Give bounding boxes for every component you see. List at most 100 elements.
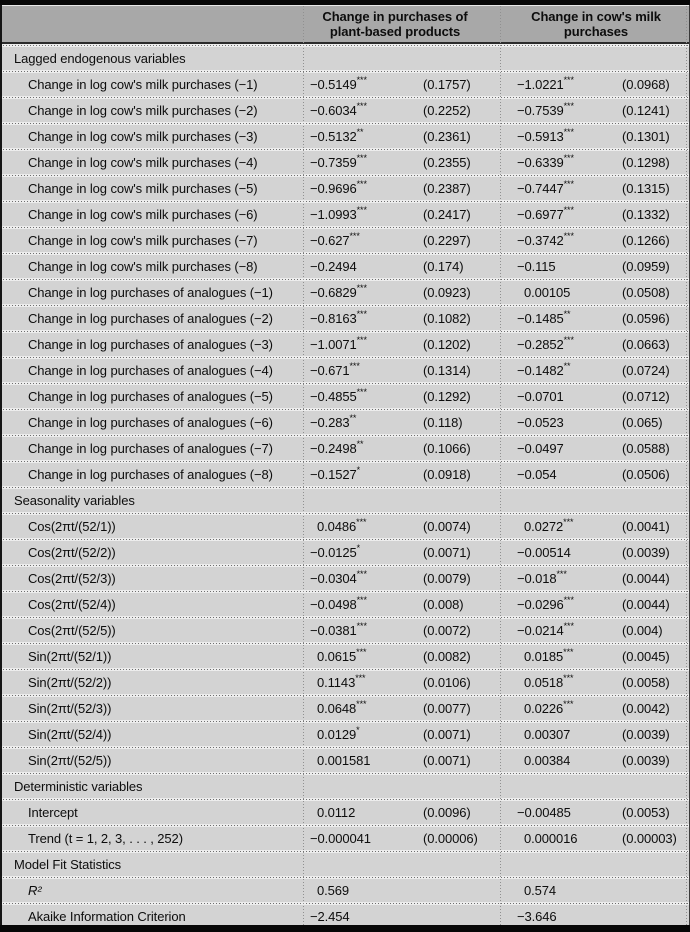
stderr-cows-milk: (0.1301) xyxy=(622,129,670,144)
coefficient-cows-milk: −0.00514 xyxy=(517,545,571,560)
stderr-plant-based: (0.0071) xyxy=(423,727,471,742)
stderr-cows-milk: (0.0959) xyxy=(622,259,670,274)
significance-stars: ** xyxy=(356,438,364,449)
coefficient-cows-milk: 0.00105 xyxy=(524,285,571,300)
coefficient-cows-milk: −0.0214*** xyxy=(517,620,574,638)
table-row: Change in log cow's milk purchases (−2) −… xyxy=(0,99,690,122)
significance-stars: *** xyxy=(356,74,367,85)
stderr-cows-milk: (0.004) xyxy=(622,623,663,638)
header-divider-rule xyxy=(0,42,690,44)
stderr-plant-based: (0.118) xyxy=(423,415,463,430)
row-label: R² xyxy=(28,883,42,898)
table-row: Change in log purchases of analogues (−7… xyxy=(0,437,690,460)
stderr-cows-milk: (0.00003) xyxy=(622,831,677,846)
row-label: Change in log cow's milk purchases (−3) xyxy=(28,129,258,144)
table-row: Change in log purchases of analogues (−1… xyxy=(0,281,690,304)
stderr-plant-based: (0.00006) xyxy=(423,831,478,846)
stderr-cows-milk: (0.0058) xyxy=(622,675,670,690)
coefficient-plant-based: −0.4855*** xyxy=(310,386,367,404)
coefficient-cows-milk: −0.0497 xyxy=(517,441,564,456)
coefficient-plant-based: 0.0486*** xyxy=(317,516,367,534)
coefficient-cows-milk: −0.1485** xyxy=(517,308,571,326)
row-label: Intercept xyxy=(28,805,78,820)
row-label: Change in log purchases of analogues (−8… xyxy=(28,467,273,482)
significance-stars: *** xyxy=(563,230,574,241)
table-row: Sin(2πt/(52/1)) 0.0615*** (0.0082) 0.0185**… xyxy=(0,645,690,668)
coefficient-plant-based: −0.2494 xyxy=(310,259,357,274)
stderr-cows-milk: (0.0044) xyxy=(622,571,670,586)
coefficient-plant-based: −0.5149*** xyxy=(310,74,367,92)
row-separator xyxy=(0,200,690,203)
row-separator xyxy=(0,850,690,853)
significance-stars: * xyxy=(356,464,361,475)
significance-stars: *** xyxy=(563,646,574,657)
stderr-cows-milk: (0.0506) xyxy=(622,467,670,482)
column-divider-2 xyxy=(500,0,501,932)
coefficient-plant-based: −0.000041 xyxy=(310,831,371,846)
row-separator xyxy=(0,876,690,879)
coefficient-plant-based: −0.0498*** xyxy=(310,594,367,612)
row-label: Change in log purchases of analogues (−1… xyxy=(28,285,273,300)
stderr-cows-milk: (0.0039) xyxy=(622,727,670,742)
stderr-plant-based: (0.0071) xyxy=(423,753,471,768)
table-bottom-rule xyxy=(0,925,690,932)
table-row: Change in log purchases of analogues (−8… xyxy=(0,463,690,486)
table-row: Sin(2πt/(52/3)) 0.0648*** (0.0077) 0.0226**… xyxy=(0,697,690,720)
table-row: Trend (t = 1, 2, 3, . . . , 252) −0.00004… xyxy=(0,827,690,850)
table-row: Change in log purchases of analogues (−2… xyxy=(0,307,690,330)
stderr-cows-milk: (0.0039) xyxy=(622,753,670,768)
coefficient-plant-based: −2.454 xyxy=(310,909,350,924)
coefficient-plant-based: 0.0648*** xyxy=(317,698,367,716)
coefficient-cows-milk: 0.00384 xyxy=(524,753,571,768)
row-separator xyxy=(0,278,690,281)
column-group-header-plant-based: Change in purchases of plant-based produ… xyxy=(322,9,468,39)
coefficient-cows-milk: −0.115 xyxy=(517,259,556,274)
section-title: Model Fit Statistics xyxy=(14,857,122,872)
row-label: Change in log cow's milk purchases (−2) xyxy=(28,103,258,118)
stderr-cows-milk: (0.0508) xyxy=(622,285,670,300)
row-separator xyxy=(0,564,690,567)
coefficient-plant-based: −0.671*** xyxy=(310,360,360,378)
significance-stars: *** xyxy=(356,100,367,111)
coefficient-plant-based: 0.0615*** xyxy=(317,646,367,664)
row-label: Change in log purchases of analogues (−7… xyxy=(28,441,273,456)
significance-stars: *** xyxy=(563,698,574,709)
significance-stars: *** xyxy=(563,204,574,215)
stderr-plant-based: (0.2387) xyxy=(423,181,471,196)
stderr-plant-based: (0.0071) xyxy=(423,545,471,560)
stderr-plant-based: (0.0079) xyxy=(423,571,471,586)
row-label: Change in log cow's milk purchases (−5) xyxy=(28,181,258,196)
row-separator xyxy=(0,746,690,749)
coefficient-cows-milk: −0.7447*** xyxy=(517,178,574,196)
coefficient-plant-based: −0.2498** xyxy=(310,438,364,456)
row-separator xyxy=(0,538,690,541)
row-label: Sin(2πt/(52/5)) xyxy=(28,753,112,768)
row-separator xyxy=(0,252,690,255)
coefficient-plant-based: −1.0993*** xyxy=(310,204,367,222)
row-label: Cos(2πt/(52/1)) xyxy=(28,519,116,534)
significance-stars: *** xyxy=(356,620,367,631)
table-row: Change in log cow's milk purchases (−6) −… xyxy=(0,203,690,226)
table-row: Cos(2πt/(52/4)) −0.0498*** (0.008) −0.0296*… xyxy=(0,593,690,616)
row-label: Cos(2πt/(52/3)) xyxy=(28,571,116,586)
coefficient-cows-milk: 0.574 xyxy=(524,883,557,898)
row-separator xyxy=(0,668,690,671)
stderr-cows-milk: (0.0712) xyxy=(622,389,670,404)
significance-stars: *** xyxy=(563,334,574,345)
stderr-cows-milk: (0.0968) xyxy=(622,77,670,92)
significance-stars: *** xyxy=(356,204,367,215)
coefficient-plant-based: 0.569 xyxy=(317,883,350,898)
table-row: Sin(2πt/(52/2)) 0.1143*** (0.0106) 0.0518**… xyxy=(0,671,690,694)
coefficient-cows-milk: −0.054 xyxy=(517,467,557,482)
row-label: Change in log cow's milk purchases (−8) xyxy=(28,259,258,274)
coefficient-cows-milk: 0.0272*** xyxy=(524,516,574,534)
section-title: Deterministic variables xyxy=(14,779,143,794)
stderr-plant-based: (0.1314) xyxy=(423,363,471,378)
row-label: Change in log cow's milk purchases (−7) xyxy=(28,233,258,248)
row-label: Change in log purchases of analogues (−4… xyxy=(28,363,273,378)
coefficient-plant-based: −0.283** xyxy=(310,412,357,430)
significance-stars: ** xyxy=(356,126,364,137)
stderr-plant-based: (0.1082) xyxy=(423,311,471,326)
row-separator xyxy=(0,512,690,515)
section-header-row: Deterministic variables xyxy=(0,775,690,798)
